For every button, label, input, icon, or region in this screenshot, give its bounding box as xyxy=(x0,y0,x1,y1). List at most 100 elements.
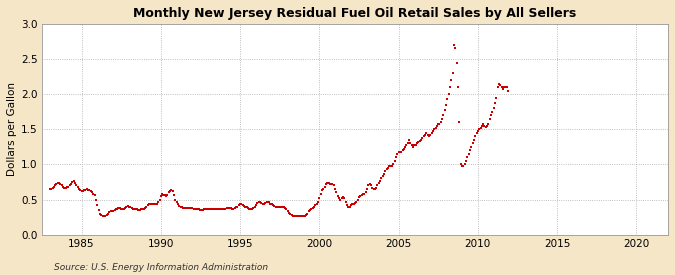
Point xyxy=(252,201,263,205)
Point xyxy=(242,206,253,210)
Point xyxy=(376,176,387,181)
Point xyxy=(217,207,228,211)
Point xyxy=(470,134,481,139)
Point xyxy=(254,200,265,205)
Point xyxy=(184,206,195,210)
Point xyxy=(359,192,370,196)
Point xyxy=(231,205,242,210)
Point xyxy=(270,204,281,209)
Point xyxy=(467,141,478,145)
Point xyxy=(176,204,186,209)
Point xyxy=(109,208,120,212)
Point xyxy=(79,188,90,192)
Point xyxy=(471,131,482,135)
Point xyxy=(405,141,416,145)
Point xyxy=(351,199,362,204)
Point xyxy=(373,181,384,186)
Point xyxy=(151,202,162,206)
Point xyxy=(379,171,389,176)
Point xyxy=(277,204,288,209)
Point xyxy=(223,206,234,210)
Point xyxy=(278,205,289,210)
Point xyxy=(199,207,210,211)
Point xyxy=(410,142,421,147)
Point xyxy=(257,202,268,206)
Point xyxy=(298,213,309,218)
Point xyxy=(240,204,250,209)
Point xyxy=(158,192,169,197)
Point xyxy=(55,182,66,186)
Title: Monthly New Jersey Residual Fuel Oil Retail Sales by All Sellers: Monthly New Jersey Residual Fuel Oil Ret… xyxy=(134,7,576,20)
Point xyxy=(253,200,264,205)
Point xyxy=(202,207,213,211)
Point xyxy=(297,213,308,218)
Point xyxy=(385,164,396,169)
Point xyxy=(70,180,80,185)
Point xyxy=(129,207,140,211)
Point xyxy=(194,207,205,211)
Point xyxy=(113,206,124,210)
Point xyxy=(265,202,276,206)
Point xyxy=(371,185,381,190)
Point xyxy=(97,213,108,218)
Point xyxy=(464,148,475,153)
Point xyxy=(289,213,300,218)
Point xyxy=(228,207,239,211)
Point xyxy=(92,203,103,207)
Point xyxy=(430,126,441,130)
Point xyxy=(360,190,371,195)
Point xyxy=(485,117,495,121)
Point xyxy=(384,164,395,169)
Point xyxy=(205,207,215,211)
Text: Source: U.S. Energy Information Administration: Source: U.S. Energy Information Administ… xyxy=(54,263,268,272)
Point xyxy=(333,194,344,198)
Point xyxy=(474,127,485,131)
Point xyxy=(294,213,305,218)
Point xyxy=(188,207,199,211)
Point xyxy=(267,203,278,207)
Point xyxy=(88,192,99,196)
Point xyxy=(456,164,467,169)
Point xyxy=(191,207,202,211)
Point xyxy=(250,203,261,207)
Point xyxy=(489,101,500,106)
Point xyxy=(416,138,427,142)
Point xyxy=(138,207,149,211)
Point xyxy=(128,207,138,211)
Point xyxy=(479,123,490,128)
Point xyxy=(293,213,304,218)
Point xyxy=(313,199,323,204)
Point xyxy=(336,196,347,200)
Point xyxy=(398,147,409,151)
Point xyxy=(180,206,191,210)
Point xyxy=(236,202,247,207)
Point xyxy=(330,187,341,191)
Point xyxy=(68,179,79,183)
Point xyxy=(372,183,383,188)
Point xyxy=(200,207,211,211)
Point xyxy=(468,138,479,142)
Point xyxy=(146,202,157,206)
Point xyxy=(497,86,508,91)
Point xyxy=(475,126,486,130)
Point xyxy=(167,189,178,193)
Point xyxy=(421,131,432,135)
Point xyxy=(57,185,68,189)
Point xyxy=(377,174,388,178)
Point xyxy=(477,123,487,128)
Point xyxy=(136,207,146,211)
Point xyxy=(179,206,190,210)
Point xyxy=(281,207,292,211)
Point xyxy=(198,208,209,212)
Point xyxy=(93,208,104,212)
Point xyxy=(310,203,321,207)
Point xyxy=(481,125,491,129)
Point xyxy=(46,187,57,191)
Point xyxy=(286,213,297,217)
Point xyxy=(434,122,445,126)
Point xyxy=(56,183,67,188)
Point xyxy=(187,206,198,210)
Point xyxy=(499,85,510,89)
Point xyxy=(452,60,462,65)
Point xyxy=(456,162,466,167)
